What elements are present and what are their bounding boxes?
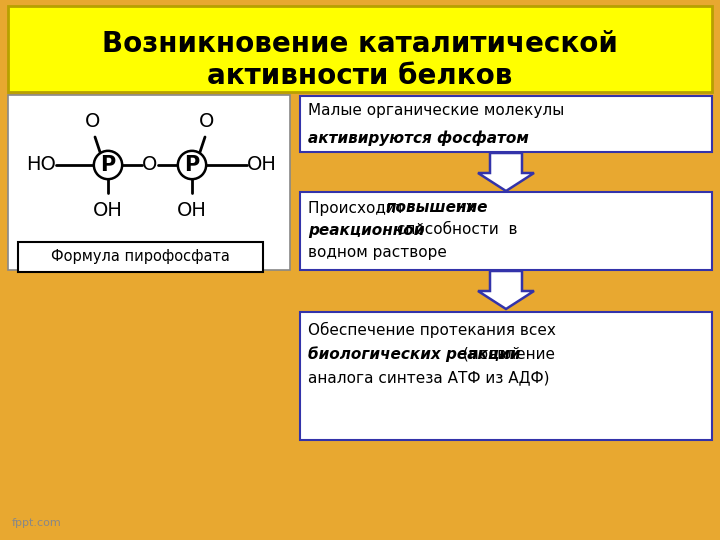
Polygon shape xyxy=(478,153,534,191)
Text: их: их xyxy=(451,200,474,215)
FancyBboxPatch shape xyxy=(300,192,712,270)
Text: (появление: (появление xyxy=(458,347,555,361)
FancyBboxPatch shape xyxy=(8,6,712,92)
Text: активируются фосфатом: активируются фосфатом xyxy=(308,130,529,146)
Text: Формула пирофосфата: Формула пирофосфата xyxy=(50,249,230,265)
Text: водном растворе: водном растворе xyxy=(308,245,447,260)
Text: O: O xyxy=(143,156,158,174)
Text: P: P xyxy=(184,155,199,175)
Text: O: O xyxy=(85,112,101,131)
Text: OH: OH xyxy=(177,201,207,220)
Text: OH: OH xyxy=(93,201,123,220)
Text: Происходит: Происходит xyxy=(308,200,410,215)
Text: O: O xyxy=(199,112,215,131)
Text: биологических реакций: биологических реакций xyxy=(308,346,521,362)
Text: реакционной: реакционной xyxy=(308,222,424,238)
Text: HO: HO xyxy=(26,156,56,174)
Text: Малые органические молекулы: Малые органические молекулы xyxy=(308,103,564,118)
Text: Обеспечение протекания всех: Обеспечение протекания всех xyxy=(308,322,556,338)
Text: OH: OH xyxy=(247,156,277,174)
Text: активности белков: активности белков xyxy=(207,62,513,90)
Text: аналога синтеза АТФ из АДФ): аналога синтеза АТФ из АДФ) xyxy=(308,370,549,386)
Polygon shape xyxy=(478,271,534,309)
FancyBboxPatch shape xyxy=(8,95,290,270)
FancyBboxPatch shape xyxy=(300,312,712,440)
FancyBboxPatch shape xyxy=(300,96,712,152)
Text: повышение: повышение xyxy=(386,200,488,215)
Text: fppt.com: fppt.com xyxy=(12,518,62,528)
Text: Возникновение каталитической: Возникновение каталитической xyxy=(102,30,618,58)
Text: P: P xyxy=(100,155,116,175)
FancyBboxPatch shape xyxy=(18,242,263,272)
Text: способности  в: способности в xyxy=(392,222,518,238)
